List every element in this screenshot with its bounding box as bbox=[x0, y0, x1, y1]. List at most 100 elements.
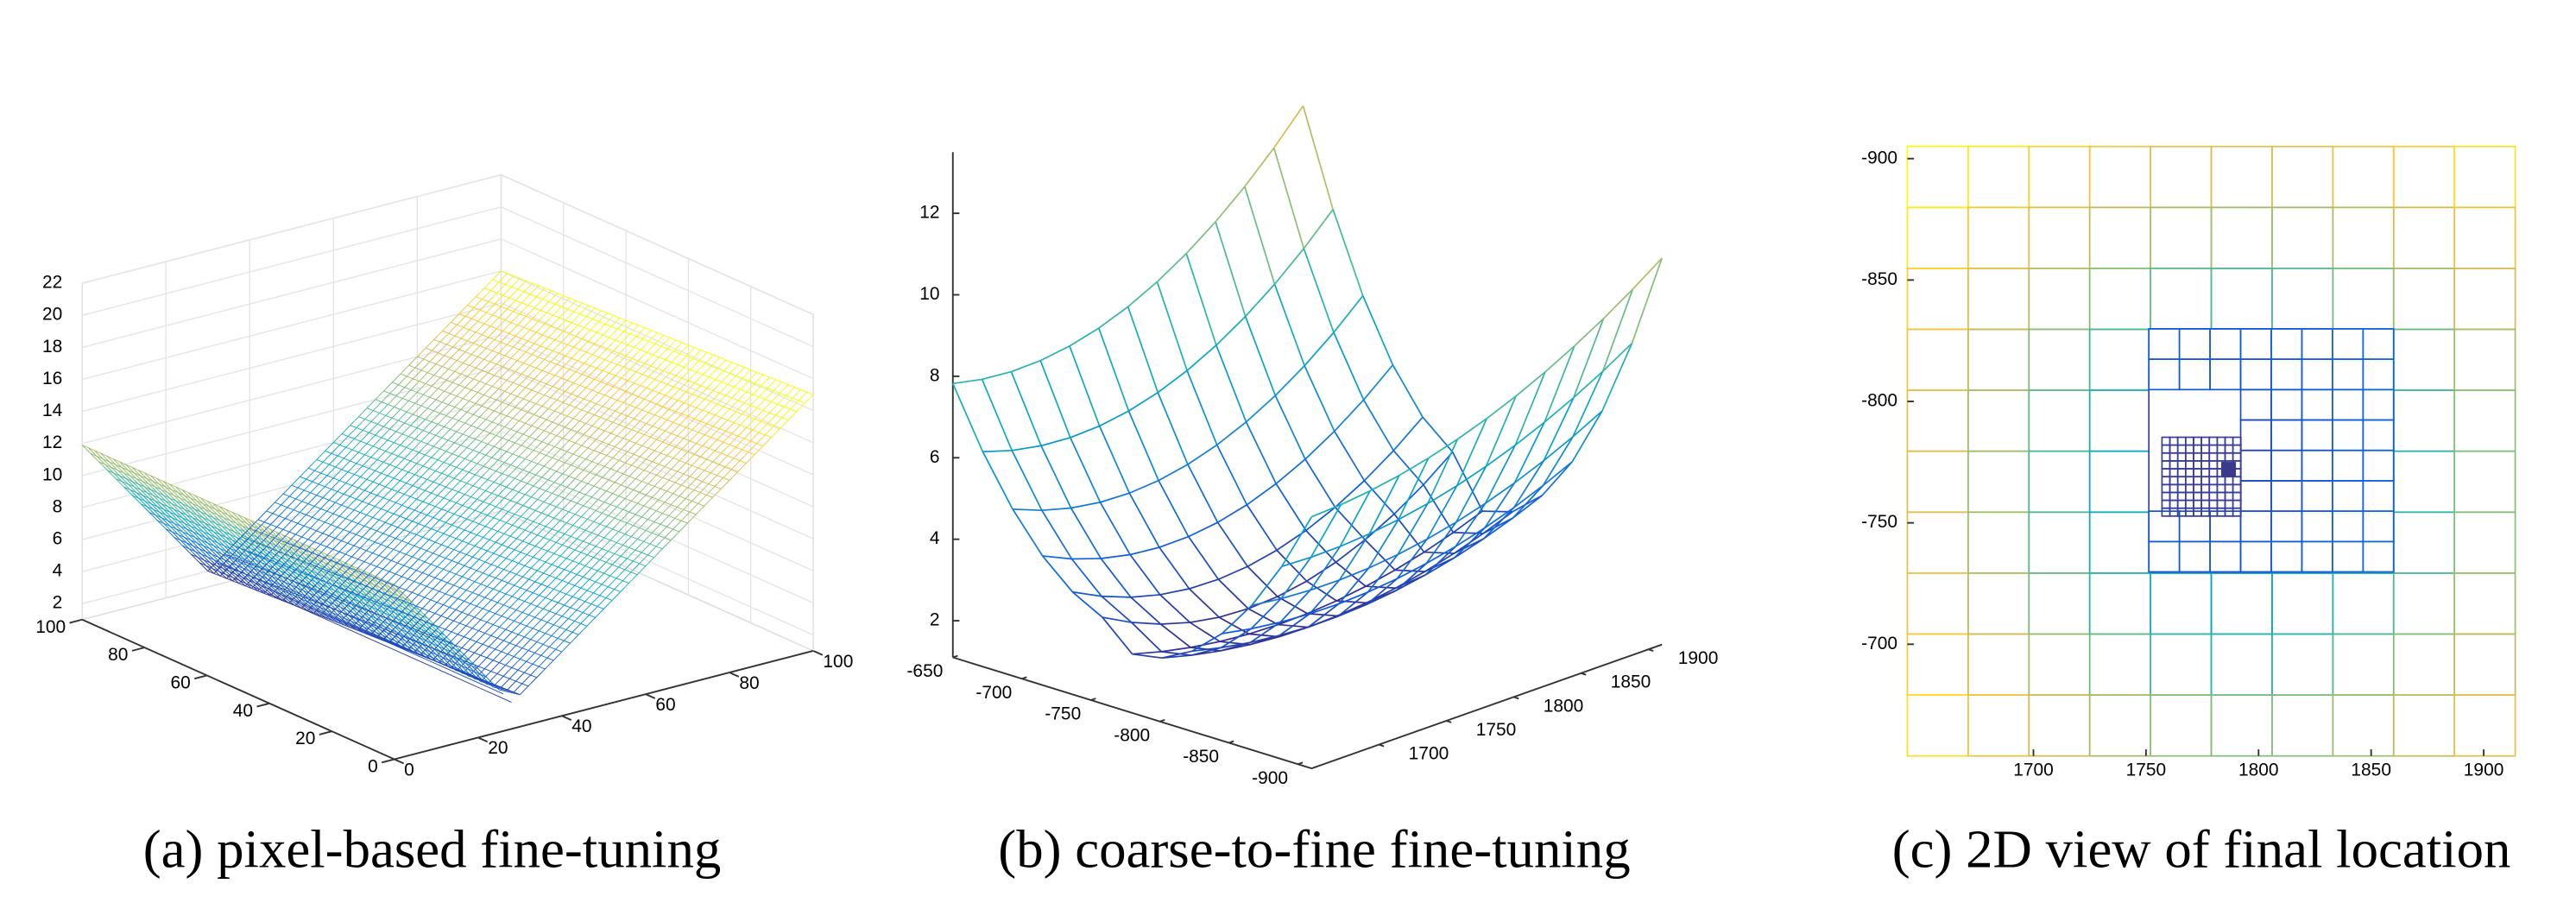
mesh-line bbox=[325, 605, 342, 613]
mesh-line bbox=[167, 506, 189, 528]
mesh-line bbox=[797, 388, 814, 395]
mesh-line bbox=[717, 364, 739, 387]
y-tick-label: 80 bbox=[108, 645, 128, 665]
mesh-line bbox=[626, 474, 642, 482]
mesh-line bbox=[468, 592, 489, 615]
mesh-line bbox=[350, 565, 372, 587]
mesh-line bbox=[372, 496, 395, 518]
mesh-line bbox=[549, 625, 571, 647]
mesh-line bbox=[355, 632, 372, 641]
mesh-line bbox=[314, 560, 337, 583]
mesh-line bbox=[1188, 521, 1218, 538]
mesh-line bbox=[773, 390, 790, 398]
grid-cell bbox=[2392, 145, 2456, 209]
mesh-line bbox=[387, 560, 408, 584]
fine-cell bbox=[2362, 540, 2395, 573]
mesh-line bbox=[732, 409, 749, 417]
mesh-line bbox=[451, 556, 473, 579]
mesh-line bbox=[538, 476, 555, 483]
mesh-line bbox=[396, 443, 414, 451]
grid-cell bbox=[2088, 268, 2151, 331]
mesh-line bbox=[420, 366, 443, 388]
mesh-line bbox=[366, 493, 388, 515]
mesh-line bbox=[468, 614, 484, 622]
mesh-line bbox=[731, 429, 754, 452]
mesh-line bbox=[634, 361, 655, 384]
mesh-line bbox=[651, 449, 667, 457]
mesh-line bbox=[590, 555, 607, 563]
mesh-line bbox=[657, 487, 673, 495]
mesh-line bbox=[417, 335, 439, 357]
y-tick-label: -700 bbox=[1861, 634, 1897, 653]
mesh-line bbox=[357, 439, 374, 447]
mesh-line bbox=[519, 345, 541, 368]
mesh-line bbox=[563, 628, 579, 635]
mesh-line bbox=[409, 510, 432, 533]
mesh-line bbox=[792, 394, 814, 417]
mesh-line bbox=[488, 333, 510, 356]
mesh-line bbox=[677, 400, 694, 407]
mesh-line bbox=[1363, 450, 1394, 482]
caption: (a) pixel-based fine-tuning bbox=[143, 818, 722, 879]
mesh-line bbox=[663, 370, 679, 378]
mesh-line bbox=[693, 414, 716, 438]
mesh-line bbox=[603, 453, 620, 461]
mesh-line bbox=[400, 388, 422, 410]
mesh-line bbox=[401, 653, 419, 661]
mesh-line bbox=[355, 548, 377, 571]
mesh-line bbox=[568, 454, 590, 477]
mesh-line bbox=[420, 596, 438, 603]
mesh-line bbox=[1156, 253, 1187, 283]
grid-line bbox=[81, 398, 814, 540]
mesh-line bbox=[468, 503, 490, 527]
mesh-line bbox=[572, 485, 595, 508]
mesh-line bbox=[471, 624, 494, 647]
mesh-line bbox=[308, 610, 325, 619]
mesh-line bbox=[472, 445, 495, 469]
mesh-line bbox=[565, 403, 583, 411]
x-tick-label: 100 bbox=[823, 652, 853, 672]
mesh-line bbox=[445, 415, 463, 423]
mesh-line bbox=[508, 595, 525, 603]
mesh-line bbox=[193, 552, 215, 574]
mesh-line bbox=[438, 641, 460, 663]
mesh-line bbox=[1188, 536, 1220, 580]
mesh-line bbox=[534, 569, 550, 577]
mesh-line bbox=[502, 579, 518, 587]
mesh-line bbox=[418, 483, 440, 507]
mesh-line bbox=[152, 488, 174, 510]
mesh-line bbox=[1456, 465, 1487, 487]
mesh-line bbox=[672, 338, 689, 346]
grid-cell bbox=[1967, 633, 2030, 696]
mesh-line bbox=[1071, 591, 1103, 618]
mesh-line bbox=[324, 536, 346, 559]
mesh-line bbox=[420, 619, 437, 627]
mesh-line bbox=[723, 441, 740, 449]
mesh-line bbox=[1218, 616, 1250, 635]
mesh-line bbox=[579, 399, 602, 421]
mesh-line bbox=[290, 552, 313, 575]
mesh-line bbox=[300, 476, 316, 483]
mesh-line bbox=[454, 350, 477, 372]
mesh-line bbox=[474, 506, 496, 529]
mesh-line bbox=[622, 545, 639, 552]
mesh-line bbox=[604, 584, 621, 592]
mesh-line bbox=[603, 408, 626, 432]
mesh-line bbox=[330, 538, 352, 561]
grid-cell bbox=[1967, 511, 2030, 574]
mesh-line bbox=[1275, 458, 1306, 485]
mesh-line bbox=[237, 574, 254, 583]
mesh-line bbox=[109, 468, 131, 490]
mesh-line bbox=[343, 543, 365, 566]
mesh-line bbox=[656, 400, 679, 422]
mesh-line bbox=[584, 517, 601, 525]
mesh-line bbox=[641, 325, 658, 333]
mesh-line bbox=[398, 574, 414, 582]
mesh-line bbox=[435, 342, 458, 365]
mesh-line bbox=[1245, 283, 1276, 318]
mesh-line bbox=[439, 373, 462, 396]
mesh-line bbox=[563, 295, 580, 303]
mesh-line bbox=[600, 345, 617, 353]
mesh-line bbox=[529, 290, 552, 312]
mesh-line bbox=[227, 521, 249, 544]
